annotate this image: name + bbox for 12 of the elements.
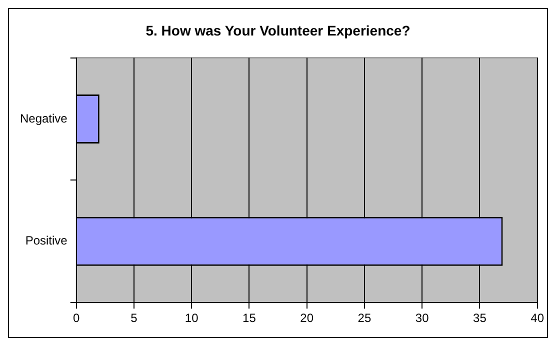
x-tick-label: 10 bbox=[184, 311, 199, 326]
x-tick-label: 35 bbox=[473, 311, 487, 326]
x-tick-label: 40 bbox=[530, 311, 544, 326]
x-tick-label: 30 bbox=[415, 311, 430, 326]
x-tick-label: 20 bbox=[300, 311, 314, 326]
x-tick-label: 15 bbox=[242, 311, 256, 326]
y-tick-label: Negative bbox=[20, 111, 68, 126]
chart-title: 5. How was Your Volunteer Experience? bbox=[146, 22, 410, 38]
y-tick-label: Positive bbox=[25, 234, 68, 248]
x-tick-label: 25 bbox=[358, 311, 372, 326]
x-tick-label: 5 bbox=[130, 311, 138, 326]
x-tick-label: 0 bbox=[73, 311, 80, 326]
